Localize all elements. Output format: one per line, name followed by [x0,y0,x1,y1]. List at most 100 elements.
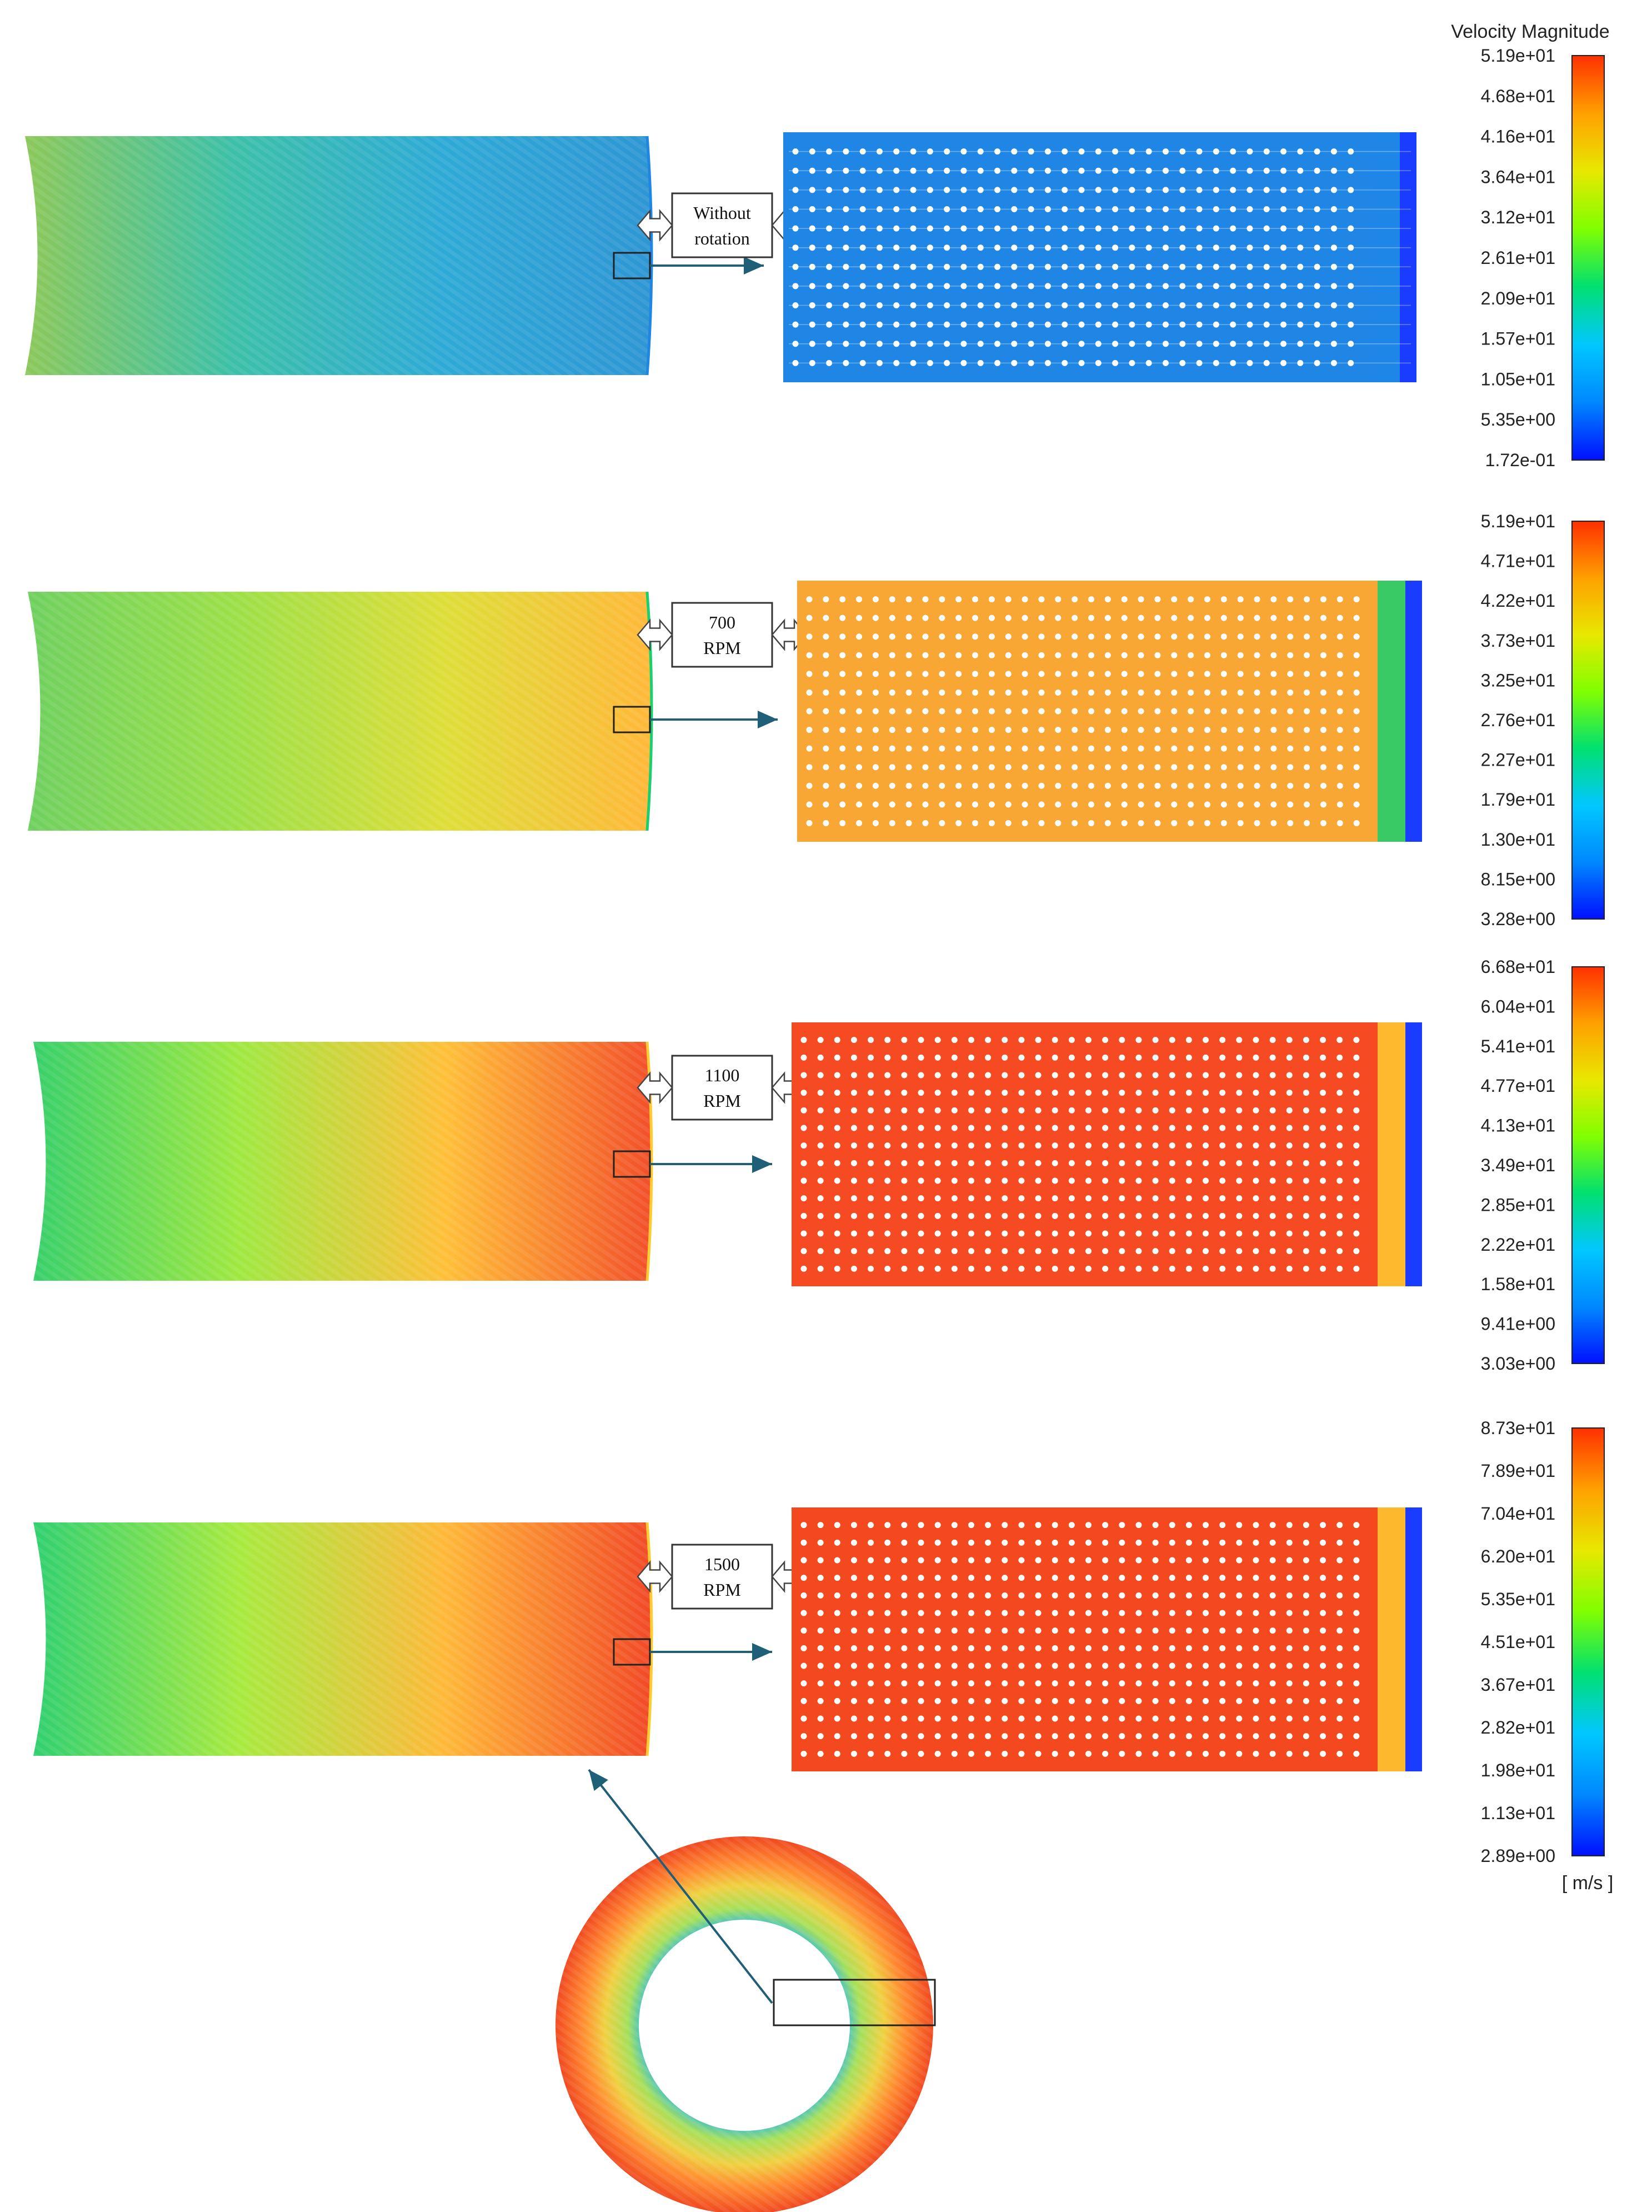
hole-dot [1188,745,1194,752]
hole-dot [889,671,895,677]
hole-dot [1035,1177,1042,1184]
hole-dot [951,1072,958,1078]
hole-dot [1185,1195,1192,1202]
hole-dot [868,1195,874,1202]
hole-dot [1011,206,1018,212]
hole-dot [1196,148,1203,155]
hole-dot [1320,1733,1326,1740]
hole-dot [1196,359,1203,366]
hole-dot [1280,321,1287,328]
hole-dot [1169,1627,1175,1634]
hole-dot [1270,764,1277,771]
hole-dot [1018,1575,1025,1581]
hole-dot [1022,764,1028,771]
hole-dot [918,1265,924,1272]
hole-dot [1005,820,1012,826]
hole-dot [985,1212,992,1219]
panel-2: 700RPM5.19e+014.71e+014.22e+013.73e+013.… [28,511,1605,929]
hole-dot [1129,359,1135,366]
hole-dot [1044,225,1051,232]
hole-dot [1102,1610,1109,1616]
hole-dot [1011,302,1018,309]
hole-dot [1068,1592,1075,1599]
case-label-box [671,192,773,258]
hole-dot [1035,1037,1042,1043]
hole-dot [927,187,933,193]
hole-dot [1005,596,1012,603]
hole-dot [968,1160,974,1166]
hole-dot [1286,1054,1293,1061]
hole-dot [1303,1697,1309,1704]
hole-dot [792,167,799,174]
hole-dot [884,1557,891,1564]
hole-dot [1068,1248,1075,1255]
hole-dot [1320,596,1326,603]
hole-dot [872,596,879,603]
hole-dot [934,1248,941,1255]
hole-dot [1303,1645,1309,1651]
hole-dot [972,633,979,640]
hole-dot [1018,1248,1025,1255]
hole-dot [843,263,849,270]
hole-dot [1169,1212,1175,1219]
hole-dot [1035,1750,1042,1757]
hole-dot [1135,1575,1142,1581]
hole-dot [1280,263,1287,270]
hole-dot [1162,283,1169,289]
hole-dot [1320,1090,1326,1096]
hole-dot [1171,708,1178,715]
hole-dot [1135,1715,1142,1722]
hole-dot [1246,244,1253,251]
hole-dot [1254,745,1260,752]
hole-dot [944,341,950,347]
hole-dot [817,1142,824,1149]
hole-dot [1270,801,1277,808]
hole-dot [977,283,984,289]
hole-dot [1044,187,1051,193]
hole-dot [939,745,945,752]
hole-dot [1286,1177,1293,1184]
hole-dot [1203,1107,1209,1114]
hole-dot [1219,1142,1226,1149]
hole-dot [1002,1054,1008,1061]
hole-dot [1246,167,1253,174]
hole-dot [884,1610,891,1616]
hole-dot [1135,1697,1142,1704]
hole-dot [1253,1750,1259,1757]
hole-dot [839,671,846,677]
hole-dot [1035,1627,1042,1634]
hole-dot [806,782,813,789]
hole-dot [1119,1125,1125,1131]
hole-dot [1336,801,1343,808]
hole-dot [1152,1212,1159,1219]
hole-dot [1035,1662,1042,1669]
hole-dot [872,689,879,696]
hole-dot [951,1750,958,1757]
hole-dot [922,727,929,733]
hole-dot [1336,1522,1343,1529]
hole-dot [994,321,1001,328]
hole-dot [1320,1680,1326,1687]
hole-dot [1085,1160,1092,1166]
hole-dot [1169,1645,1175,1651]
hole-dot [872,671,879,677]
hole-dot [960,263,967,270]
hole-dot [960,321,967,328]
hole-dot [872,782,879,789]
hole-dot [988,708,995,715]
hole-dot [918,1142,924,1149]
hole-dot [800,1662,807,1669]
hole-dot [1062,187,1068,193]
hole-dot [901,1750,908,1757]
hole-dot [1068,1610,1075,1616]
hole-dot [1353,1645,1360,1651]
hole-dot [1188,764,1194,771]
hole-dot [839,708,846,715]
hole-dot [1336,1557,1343,1564]
hole-dot [1035,1160,1042,1166]
hole-dot [934,1750,941,1757]
hole-dot [1152,1645,1159,1651]
hole-dot [1236,1230,1243,1237]
hole-dot [1219,1592,1226,1599]
hole-dot [1254,671,1260,677]
